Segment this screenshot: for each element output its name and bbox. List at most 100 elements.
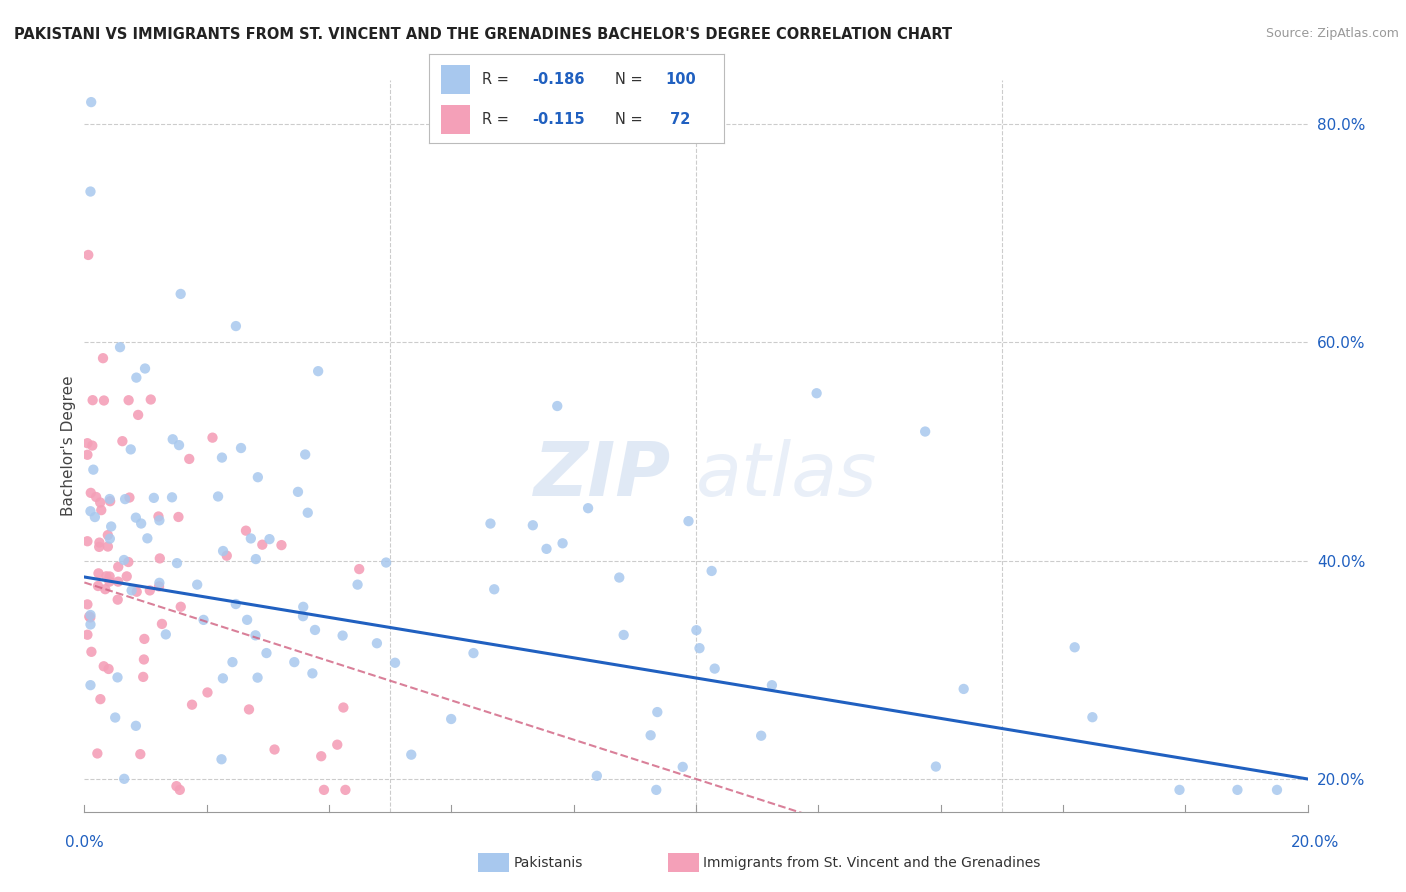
Point [384, 656, 406, 670]
Point [332, 629, 354, 643]
Point [335, 783, 357, 797]
Point [607, 570, 630, 584]
Point [952, 681, 974, 696]
Point [207, 490, 229, 504]
Point [761, 678, 783, 692]
Text: R =: R = [482, 112, 513, 127]
Point [112, 772, 135, 786]
Point [252, 538, 274, 552]
Point [703, 662, 725, 676]
Point [212, 671, 235, 685]
Point [132, 670, 155, 684]
Point [484, 582, 506, 597]
Point [136, 532, 159, 546]
Point [79, 504, 101, 518]
Point [127, 408, 149, 422]
Point [134, 361, 156, 376]
Point [689, 641, 711, 656]
Point [115, 569, 138, 583]
Point [89, 535, 111, 549]
Point [148, 513, 170, 527]
Point [98, 532, 121, 546]
Point [98, 494, 121, 508]
Point [94, 582, 117, 597]
Point [129, 516, 152, 531]
Point [221, 655, 243, 669]
Point [79, 610, 101, 624]
Point [98, 574, 121, 589]
Text: -0.115: -0.115 [533, 112, 585, 127]
Point [155, 627, 177, 641]
Point [82, 439, 104, 453]
Point [117, 555, 139, 569]
Point [401, 747, 423, 762]
Point [76, 436, 98, 450]
Text: N =: N = [614, 112, 647, 127]
Point [148, 509, 170, 524]
Point [89, 495, 111, 509]
Point [77, 609, 100, 624]
Point [91, 351, 114, 366]
Point [114, 492, 136, 507]
Point [93, 393, 115, 408]
Point [346, 577, 368, 591]
Point [309, 749, 332, 764]
Text: N =: N = [614, 72, 647, 87]
Text: Source: ZipAtlas.com: Source: ZipAtlas.com [1265, 27, 1399, 40]
Text: -0.186: -0.186 [533, 72, 585, 87]
Text: atlas: atlas [696, 439, 877, 511]
Point [139, 583, 162, 598]
Point [112, 553, 135, 567]
Point [93, 659, 115, 673]
Point [259, 532, 281, 546]
Point [479, 516, 502, 531]
Point [97, 662, 120, 676]
Point [292, 599, 315, 614]
Text: ZIP: ZIP [534, 439, 672, 512]
Point [181, 698, 204, 712]
Point [80, 645, 103, 659]
Text: Pakistanis: Pakistanis [513, 855, 582, 870]
Point [98, 569, 121, 583]
Point [87, 579, 110, 593]
Point [79, 678, 101, 692]
Point [193, 613, 215, 627]
Point [1168, 783, 1191, 797]
Point [332, 700, 354, 714]
Point [263, 742, 285, 756]
Point [117, 393, 139, 408]
Point [111, 434, 134, 449]
Point [463, 646, 485, 660]
Point [292, 609, 315, 624]
Point [806, 386, 828, 401]
Point [700, 564, 723, 578]
Point [211, 450, 233, 465]
Point [326, 738, 349, 752]
Point [82, 393, 104, 408]
Point [256, 646, 278, 660]
Point [167, 438, 190, 452]
Text: 20.0%: 20.0% [1291, 836, 1339, 850]
Point [96, 569, 118, 583]
Point [90, 503, 112, 517]
Point [1063, 640, 1085, 655]
Point [522, 518, 544, 533]
Point [80, 95, 103, 109]
Point [148, 579, 170, 593]
Point [97, 528, 120, 542]
Point [77, 248, 100, 262]
Point [236, 613, 259, 627]
Point [84, 490, 107, 504]
Point [107, 592, 129, 607]
Point [301, 666, 323, 681]
Point [287, 484, 309, 499]
Point [129, 747, 152, 761]
Text: Immigrants from St. Vincent and the Grenadines: Immigrants from St. Vincent and the Gren… [703, 855, 1040, 870]
Point [229, 441, 252, 455]
Point [925, 759, 948, 773]
Point [166, 556, 188, 570]
Text: R =: R = [482, 72, 513, 87]
Point [201, 431, 224, 445]
Point [366, 636, 388, 650]
Point [100, 519, 122, 533]
